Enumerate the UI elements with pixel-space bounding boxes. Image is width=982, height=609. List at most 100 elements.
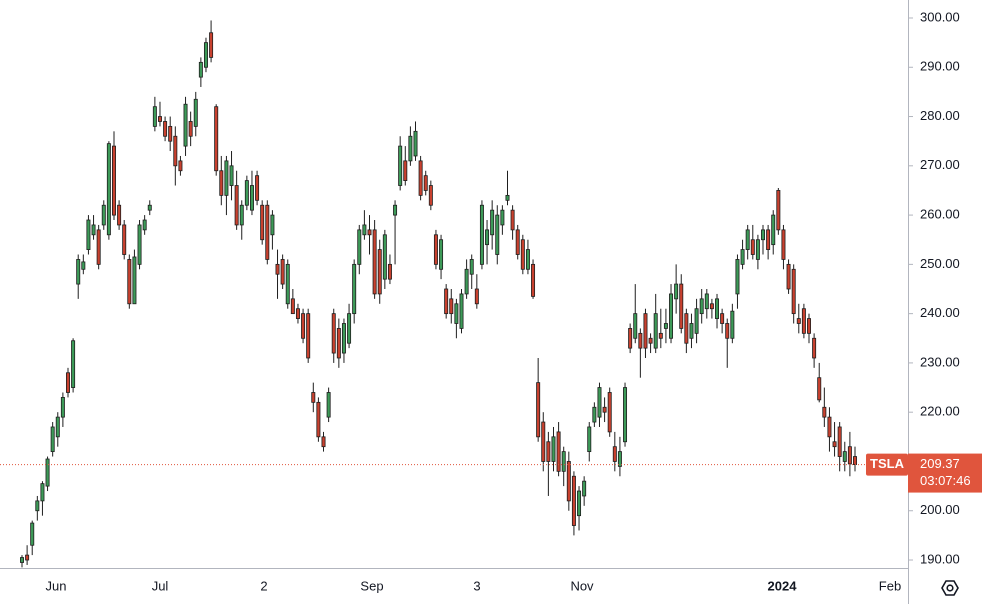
candle-body bbox=[633, 313, 638, 339]
candle-body bbox=[106, 143, 111, 236]
candle-body bbox=[551, 436, 556, 462]
candle-body bbox=[295, 308, 300, 319]
candle-body bbox=[91, 224, 96, 236]
candle-body bbox=[520, 239, 525, 270]
countdown-label: 03:07:46 bbox=[920, 473, 971, 488]
candle-body bbox=[117, 204, 122, 226]
candle-body bbox=[771, 214, 776, 246]
candle-body bbox=[198, 61, 203, 78]
y-tick-label: 260.00 bbox=[920, 207, 960, 222]
candle-body bbox=[428, 185, 433, 206]
candle-body bbox=[244, 180, 249, 206]
candle-body bbox=[183, 103, 188, 147]
candle-body bbox=[766, 229, 771, 250]
candle-body bbox=[617, 451, 622, 467]
candle-body bbox=[372, 229, 377, 295]
candle-body bbox=[112, 145, 116, 216]
candle-body bbox=[490, 209, 495, 236]
candle-body bbox=[60, 397, 65, 418]
candle-body bbox=[638, 332, 643, 349]
candle-body bbox=[607, 392, 612, 433]
candle-body bbox=[704, 293, 709, 310]
candle-body bbox=[408, 135, 413, 162]
candle-body bbox=[398, 145, 403, 186]
candle-body bbox=[582, 480, 587, 497]
candle-body bbox=[847, 446, 852, 465]
candle-body bbox=[387, 263, 392, 280]
candle-body bbox=[377, 249, 382, 295]
candle-body bbox=[45, 458, 50, 487]
candle-body bbox=[623, 387, 628, 443]
candle-body bbox=[367, 229, 372, 236]
candle-body bbox=[735, 259, 740, 295]
candle-body bbox=[817, 377, 822, 401]
candle-body bbox=[801, 308, 806, 334]
candle-body bbox=[755, 239, 760, 260]
y-tick-label: 190.00 bbox=[920, 551, 960, 566]
candle-body bbox=[418, 160, 423, 196]
candle-body bbox=[853, 456, 857, 465]
candle-body bbox=[30, 522, 35, 546]
x-tick-label: 2 bbox=[260, 578, 267, 593]
candle-body bbox=[715, 298, 720, 319]
candle-body bbox=[331, 313, 336, 354]
candle-body bbox=[393, 204, 398, 216]
candle-body bbox=[122, 224, 127, 255]
candle-body bbox=[326, 392, 331, 418]
candle-body bbox=[152, 106, 157, 127]
candle-body bbox=[290, 298, 295, 315]
candles bbox=[20, 20, 857, 568]
candle-body bbox=[791, 268, 796, 315]
candle-body bbox=[720, 313, 725, 324]
candle-body bbox=[423, 175, 428, 191]
x-tick-label: 2024 bbox=[768, 578, 798, 593]
candle-body bbox=[255, 175, 260, 201]
candle-body bbox=[341, 323, 346, 354]
candle-body bbox=[188, 121, 193, 137]
candle-body bbox=[842, 451, 847, 462]
candle-body bbox=[689, 323, 694, 339]
x-tick-label: 3 bbox=[473, 578, 480, 593]
candle-body bbox=[306, 313, 311, 359]
candle-body bbox=[474, 288, 479, 305]
candle-body bbox=[531, 263, 536, 297]
candle-body bbox=[147, 204, 152, 211]
y-tick-label: 240.00 bbox=[920, 305, 960, 320]
candle-body bbox=[362, 224, 367, 236]
candle-body bbox=[449, 298, 454, 315]
candle-body bbox=[822, 406, 827, 418]
candle-body bbox=[234, 185, 239, 226]
candle-body bbox=[219, 170, 224, 196]
candle-body bbox=[469, 259, 474, 275]
candle-body bbox=[658, 332, 663, 339]
candle-body bbox=[515, 229, 520, 255]
candle-body bbox=[454, 303, 459, 324]
candle-body bbox=[265, 204, 270, 260]
last-price-tag bbox=[908, 453, 982, 493]
candle-body bbox=[413, 130, 418, 157]
y-tick-label: 290.00 bbox=[920, 59, 960, 74]
candle-body bbox=[433, 234, 438, 265]
candle-body bbox=[679, 283, 684, 329]
candle-body bbox=[832, 441, 837, 448]
candle-body bbox=[347, 313, 352, 344]
x-tick-label: Jun bbox=[46, 578, 67, 593]
candle-body bbox=[653, 313, 658, 349]
candle-body bbox=[781, 229, 786, 260]
candle-body bbox=[546, 441, 551, 462]
candle-body bbox=[628, 328, 633, 349]
candle-body bbox=[669, 293, 674, 339]
candle-body bbox=[612, 446, 617, 462]
candle-body bbox=[20, 557, 24, 563]
candle-body bbox=[684, 313, 689, 344]
candle-body bbox=[597, 387, 602, 418]
candle-body bbox=[142, 219, 147, 231]
settings-button[interactable] bbox=[941, 580, 959, 596]
candle-body bbox=[71, 340, 76, 388]
symbol-tag bbox=[866, 453, 908, 476]
candle-body bbox=[761, 229, 765, 241]
x-tick-label: Sep bbox=[360, 578, 383, 593]
x-tick-label: Nov bbox=[570, 578, 594, 593]
candle-body bbox=[505, 194, 510, 201]
